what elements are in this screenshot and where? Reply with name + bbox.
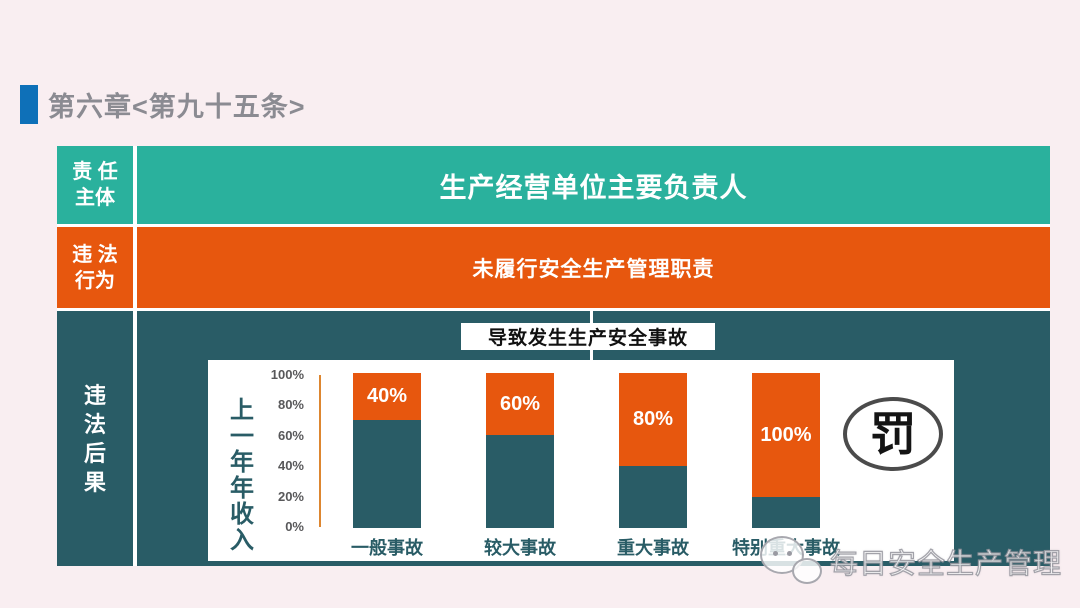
title-accent-bar xyxy=(20,85,38,124)
y-axis-label-char: 收 xyxy=(230,501,254,528)
row-label-line: 违 xyxy=(83,382,106,408)
bar-value-label: 40% xyxy=(366,385,408,407)
x-axis-label: 一般事故 xyxy=(351,538,423,558)
bar-4: 100% xyxy=(752,373,820,528)
row-illegal-act: 违 法 行为 未履行安全生产管理职责 xyxy=(57,227,1050,308)
row-content-illegal-act: 未履行安全生产管理职责 xyxy=(137,227,1050,308)
y-tick-label: 40% xyxy=(277,458,304,474)
watermark-text: 每日安全生产管理 xyxy=(829,547,1063,579)
y-tick-label: 0% xyxy=(285,519,304,534)
bar-value-label: 80% xyxy=(632,408,674,430)
wechat-icon xyxy=(756,532,826,592)
x-axis-label: 较大事故 xyxy=(484,538,556,558)
y-axis-label: 上一年年收入 xyxy=(230,398,254,554)
y-axis-label-char: 一 xyxy=(230,423,254,450)
penalty-char: 罚 xyxy=(870,408,916,460)
watermark: 每日安全生产管理 xyxy=(756,532,1062,592)
y-axis-label-char: 入 xyxy=(230,527,254,554)
row-label-line: 主体 xyxy=(75,187,115,209)
row-label-line: 违 法 xyxy=(72,243,118,266)
liability-table: 责 任 主体 生产经营单位主要负责人 违 法 行为 未履行安全生产管理职责 违 … xyxy=(57,146,1050,566)
page-title: 第六章<第九十五条> xyxy=(48,91,306,122)
y-axis-label-char: 年 xyxy=(230,475,254,502)
y-tick-label: 20% xyxy=(277,488,304,504)
row-label-responsibility-subject: 责 任 主体 xyxy=(57,146,137,224)
y-tick-label: 100% xyxy=(270,367,304,382)
x-axis-label: 重大事故 xyxy=(617,538,689,558)
row-illegal-consequence: 违 法 后 果 导致发生生产安全事故 上一年年收入 100% 80% 60% 40% 2… xyxy=(57,311,1050,566)
penalty-badge: 罚 xyxy=(843,397,943,471)
bar-value-label: 100% xyxy=(760,423,812,446)
wechat-bubble-small xyxy=(792,558,822,584)
row-label-line: 果 xyxy=(83,469,106,495)
row-label-line: 责 任 xyxy=(72,161,118,183)
row-responsibility-subject: 责 任 主体 生产经营单位主要负责人 xyxy=(57,146,1050,224)
y-tick-label: 80% xyxy=(277,397,304,413)
row-label-illegal-consequence: 违 法 后 果 xyxy=(57,311,137,566)
chart-title-box: 导致发生生产安全事故 xyxy=(461,323,715,350)
row-label-line: 法 xyxy=(83,411,106,437)
row-content-responsibility-subject: 生产经营单位主要负责人 xyxy=(137,146,1050,224)
y-axis-label-char: 年 xyxy=(230,449,254,476)
row-content-illegal-consequence: 导致发生生产安全事故 上一年年收入 100% 80% 60% 40% 20% 0% 40%… xyxy=(137,311,1050,566)
chart-panel: 上一年年收入 100% 80% 60% 40% 20% 0% 40% 一般事故 60% 较大事故… xyxy=(208,360,954,561)
bar-2: 60% xyxy=(486,373,554,528)
row-label-illegal-act: 违 法 行为 xyxy=(57,227,137,308)
row-label-line: 行为 xyxy=(75,269,115,292)
bar-1: 40% xyxy=(353,373,421,528)
y-axis-line xyxy=(319,375,321,527)
row-label-line: 后 xyxy=(83,440,106,466)
y-tick-label: 60% xyxy=(277,427,304,443)
bar-value-label: 60% xyxy=(499,392,541,415)
bar-3: 80% xyxy=(619,373,687,528)
y-axis-label-char: 上 xyxy=(230,397,254,424)
